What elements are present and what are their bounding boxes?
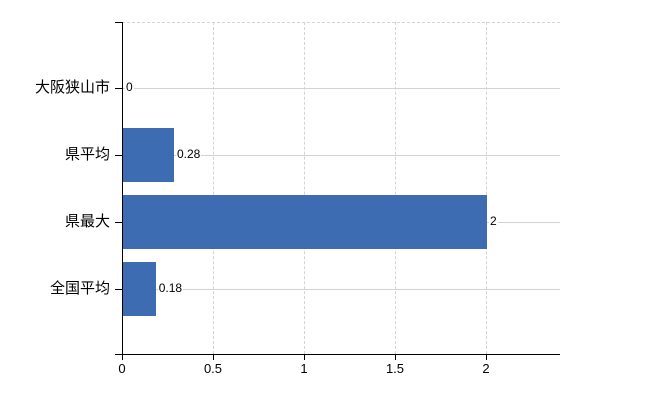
- bar[interactable]: [123, 128, 174, 182]
- x-tick: [395, 354, 396, 360]
- category-tick: [115, 155, 122, 156]
- x-tick-label: 0: [118, 361, 126, 376]
- category-label: 県平均: [64, 146, 110, 163]
- plot-top-border: [122, 22, 560, 23]
- y-gridline: [122, 289, 560, 290]
- x-tick-label: 1.5: [385, 361, 405, 376]
- category-tick: [115, 289, 122, 290]
- x-tick-label: 2: [482, 361, 490, 376]
- x-gridline: [395, 22, 396, 354]
- bar[interactable]: [123, 262, 156, 316]
- bar-value-label: 0: [125, 80, 134, 94]
- bar-value-label: 0.28: [175, 147, 202, 161]
- bar[interactable]: [123, 195, 487, 249]
- x-gridline: [486, 22, 487, 354]
- bar-value-label: 2: [489, 214, 498, 228]
- y-gridline: [122, 88, 560, 89]
- x-tick-label: 1: [300, 361, 308, 376]
- x-tick: [122, 354, 123, 360]
- category-tick: [115, 88, 122, 89]
- x-tick: [304, 354, 305, 360]
- y-gridline: [122, 155, 560, 156]
- y-axis-top-tick: [115, 22, 122, 23]
- category-label: 県最大: [64, 213, 110, 230]
- category-label: 大阪狭山市: [34, 79, 110, 96]
- category-tick: [115, 222, 122, 223]
- x-gridline: [304, 22, 305, 354]
- x-tick: [486, 354, 487, 360]
- x-tick: [213, 354, 214, 360]
- x-tick-label: 0.5: [203, 361, 223, 376]
- y-axis-line: [122, 22, 123, 355]
- x-axis-line: [115, 354, 560, 355]
- x-gridline: [213, 22, 214, 354]
- category-label: 全国平均: [49, 280, 110, 297]
- bar-value-label: 0.18: [157, 281, 184, 295]
